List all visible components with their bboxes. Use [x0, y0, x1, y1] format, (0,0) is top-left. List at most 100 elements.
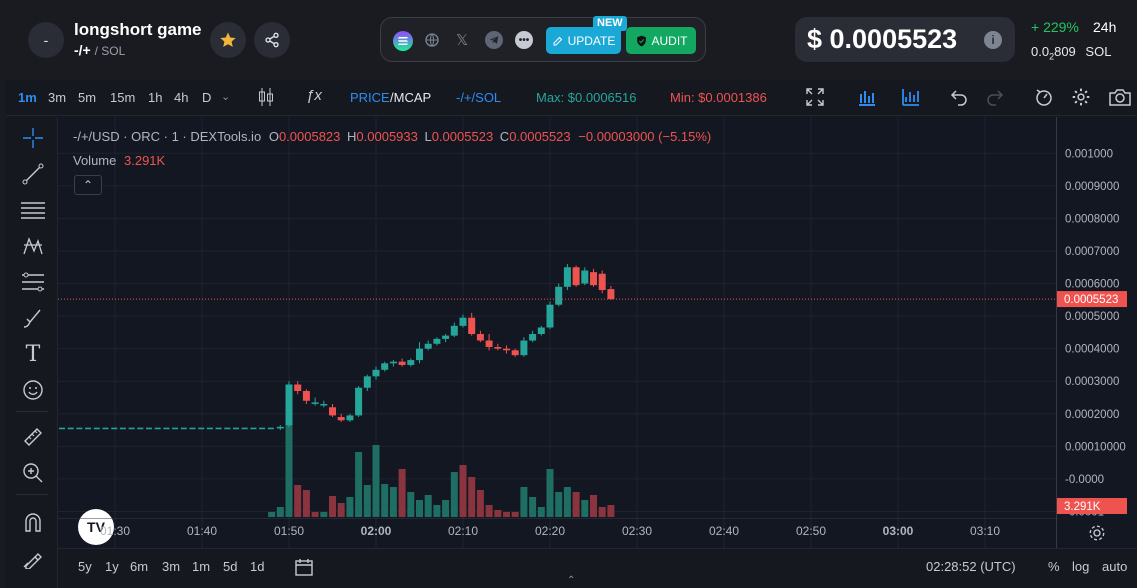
- candle-body: [302, 391, 310, 401]
- mcap-toggle[interactable]: /MCAP: [390, 90, 432, 105]
- y-tick-label: 0.0002000: [1065, 409, 1119, 421]
- zoom-in-icon[interactable]: [20, 460, 46, 486]
- volume-chart-icon[interactable]: [902, 88, 920, 109]
- x-tick-label: 03:10: [970, 524, 1000, 538]
- candle-body: [581, 270, 589, 284]
- timeframe-D[interactable]: D: [202, 90, 212, 105]
- expand-panel-icon[interactable]: ⌃: [567, 575, 576, 586]
- pair-toggle[interactable]: -/+/SOL: [456, 90, 502, 105]
- volume-bar: [563, 487, 571, 517]
- undo-icon[interactable]: [950, 88, 968, 109]
- telegram-icon[interactable]: [485, 31, 503, 49]
- volume-bar: [337, 503, 345, 517]
- date-range-icon[interactable]: [294, 557, 314, 580]
- update-label: UPDATE: [567, 33, 616, 48]
- ruler-icon[interactable]: [20, 424, 46, 450]
- settings-gear-icon[interactable]: [1071, 87, 1091, 110]
- timeframe-3m[interactable]: 3m: [48, 90, 67, 105]
- range-3m[interactable]: 3m: [162, 559, 181, 574]
- candle-body: [285, 384, 293, 426]
- time-axis[interactable]: 01:30 01:40 01:50 02:00 02:10 02:20 02:30 02:40…: [58, 517, 1058, 548]
- range-5d[interactable]: 5d: [223, 559, 238, 574]
- tradingview-logo[interactable]: TV: [78, 509, 114, 545]
- percent-scale-toggle[interactable]: %: [1048, 559, 1060, 574]
- chart-type-icon[interactable]: [858, 88, 876, 109]
- update-button[interactable]: UPDATE: [546, 27, 621, 54]
- volume-bar: [494, 510, 502, 517]
- candle-body: [398, 361, 406, 365]
- camera-icon[interactable]: [1109, 88, 1131, 109]
- candle-style-icon[interactable]: [258, 87, 274, 110]
- volume-bar: [389, 487, 397, 517]
- candle-body: [355, 387, 363, 416]
- axis-settings-icon[interactable]: [1088, 524, 1106, 547]
- range-1d[interactable]: 1d: [250, 559, 265, 574]
- fullscreen-icon[interactable]: [806, 88, 824, 109]
- volume-bar: [381, 484, 389, 517]
- y-tick-label: 0.0007000: [1065, 246, 1119, 258]
- redo-icon[interactable]: [986, 88, 1004, 109]
- solana-icon[interactable]: [393, 31, 413, 51]
- fib-retracement-icon[interactable]: [20, 269, 46, 295]
- range-5y[interactable]: 5y: [78, 559, 92, 574]
- more-options-icon[interactable]: •••: [515, 31, 533, 49]
- log-scale-toggle[interactable]: log: [1072, 559, 1090, 574]
- volume-bar: [520, 487, 528, 517]
- info-icon[interactable]: i: [984, 31, 1002, 49]
- volume-bar: [416, 500, 423, 517]
- volume-legend: Volume 3.291K: [73, 153, 165, 168]
- website-globe-icon[interactable]: [423, 31, 441, 49]
- timeframe-dropdown-icon[interactable]: ⌄: [221, 91, 231, 103]
- share-icon: [265, 32, 279, 48]
- volume-bar: [546, 469, 554, 517]
- volume-bar: [372, 445, 380, 517]
- candle-body: [529, 334, 537, 341]
- x-tick-label: 01:30: [100, 524, 130, 538]
- price-chart[interactable]: -/+/USD · ORC · 1 · DEXTools.io O0.00058…: [58, 117, 1058, 558]
- x-twitter-icon[interactable]: 𝕏: [455, 32, 469, 49]
- trendline-icon[interactable]: [20, 161, 46, 187]
- candle-body: [537, 327, 545, 335]
- candle-body: [563, 267, 571, 287]
- timeframe-4h[interactable]: 4h: [174, 90, 189, 105]
- candle-body: [511, 350, 519, 356]
- range-1y[interactable]: 1y: [105, 559, 119, 574]
- volume-bar: [485, 505, 493, 517]
- legend-o-label: O: [268, 129, 279, 144]
- utc-time[interactable]: 02:28:52 (UTC): [926, 559, 1016, 574]
- star-icon: [220, 32, 236, 47]
- volume-tag-label: 3.291K: [1064, 501, 1101, 513]
- replay-icon[interactable]: [1034, 87, 1054, 110]
- chart-toolbar: 1m 3m 5m 15m 1h 4h D ⌄ ƒx PRICE /MCAP -/+/SOL …: [6, 80, 1137, 116]
- price-axis[interactable]: 0.001000 0.0009000 0.0008000 0.0007000 0.000…: [1056, 117, 1137, 558]
- candle-body: [494, 347, 502, 349]
- candle-body: [320, 404, 328, 406]
- range-1m[interactable]: 1m: [192, 559, 211, 574]
- pattern-icon[interactable]: [20, 233, 46, 259]
- indicators-fx-icon[interactable]: ƒx: [306, 87, 322, 104]
- price-toggle[interactable]: PRICE: [350, 90, 390, 105]
- emoji-icon[interactable]: [20, 377, 46, 403]
- legend-low: 0.0005523: [431, 129, 494, 144]
- text-tool-icon[interactable]: T: [25, 341, 41, 367]
- token-header: - longshort game -/+ / SOL 𝕏 ••• UPDATE …: [0, 0, 1137, 80]
- lock-drawing-icon[interactable]: [20, 545, 46, 571]
- horizontal-lines-icon[interactable]: [20, 197, 46, 223]
- y-tick-label: 0.0005000: [1065, 311, 1119, 323]
- crosshair-icon[interactable]: [20, 125, 46, 151]
- timeframe-1h[interactable]: 1h: [148, 90, 163, 105]
- share-button[interactable]: [254, 22, 290, 58]
- favorite-button[interactable]: [210, 22, 246, 58]
- volume-bar: [503, 512, 510, 517]
- x-tick-label: 02:40: [709, 524, 739, 538]
- auto-scale-toggle[interactable]: auto: [1102, 559, 1128, 574]
- timeframe-1m[interactable]: 1m: [18, 90, 37, 105]
- audit-button[interactable]: AUDIT: [626, 27, 696, 54]
- brush-icon[interactable]: [20, 305, 46, 331]
- timeframe-5m[interactable]: 5m: [78, 90, 97, 105]
- range-6m[interactable]: 6m: [130, 559, 149, 574]
- magnet-icon[interactable]: [20, 509, 46, 535]
- timeframe-15m[interactable]: 15m: [110, 90, 136, 105]
- candle-body: [276, 426, 284, 429]
- collapse-legend-button[interactable]: ⌃: [74, 175, 102, 195]
